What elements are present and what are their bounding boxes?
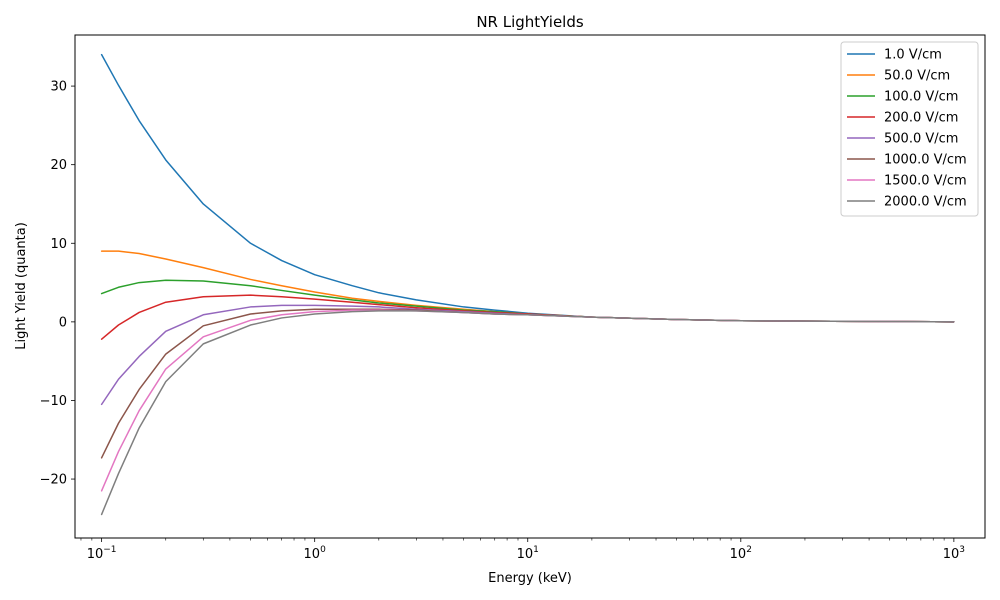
- legend-label-1: 1.0 V/cm: [884, 48, 942, 63]
- x-axis-label: Energy (keV): [488, 571, 572, 586]
- legend: 1.0 V/cm 50.0 V/cm 100.0 V/cm 200.0 V/cm 500…: [840, 41, 979, 217]
- legend-box: [840, 41, 979, 217]
- x-tick-label: 101: [517, 545, 539, 562]
- chart-title: NR LightYields: [476, 13, 584, 31]
- y-tick-label: −10: [40, 394, 67, 409]
- legend-label-8: 2000.0 V/cm: [884, 195, 967, 210]
- legend-label-4: 200.0 V/cm: [884, 111, 958, 126]
- y-tick-label: 20: [50, 158, 67, 173]
- plot-area-frame: [74, 34, 986, 539]
- series-layer: [100, 53, 955, 516]
- x-tick-label: 102: [730, 545, 752, 562]
- x-tick-label: 103: [943, 545, 965, 562]
- y-tick-label: 30: [50, 80, 67, 95]
- legend-label-5: 500.0 V/cm: [884, 132, 958, 147]
- series-line-8: [100, 310, 955, 516]
- legend-label-3: 100.0 V/cm: [884, 90, 958, 105]
- legend-label-7: 1500.0 V/cm: [884, 174, 967, 189]
- y-axis: −20 −10 0 10 20 30: [40, 80, 75, 488]
- x-tick-label: 10−1: [87, 545, 117, 562]
- legend-label-2: 50.0 V/cm: [884, 69, 950, 84]
- x-axis: 10−1 100 101 102 103: [80, 538, 965, 562]
- y-tick-label: 10: [50, 237, 67, 252]
- legend-label-6: 1000.0 V/cm: [884, 153, 967, 168]
- y-tick-label: 0: [59, 315, 67, 330]
- x-tick-label: 100: [304, 545, 327, 562]
- y-tick-label: −20: [40, 473, 67, 488]
- y-axis-label: Light Yield (quanta): [14, 222, 29, 350]
